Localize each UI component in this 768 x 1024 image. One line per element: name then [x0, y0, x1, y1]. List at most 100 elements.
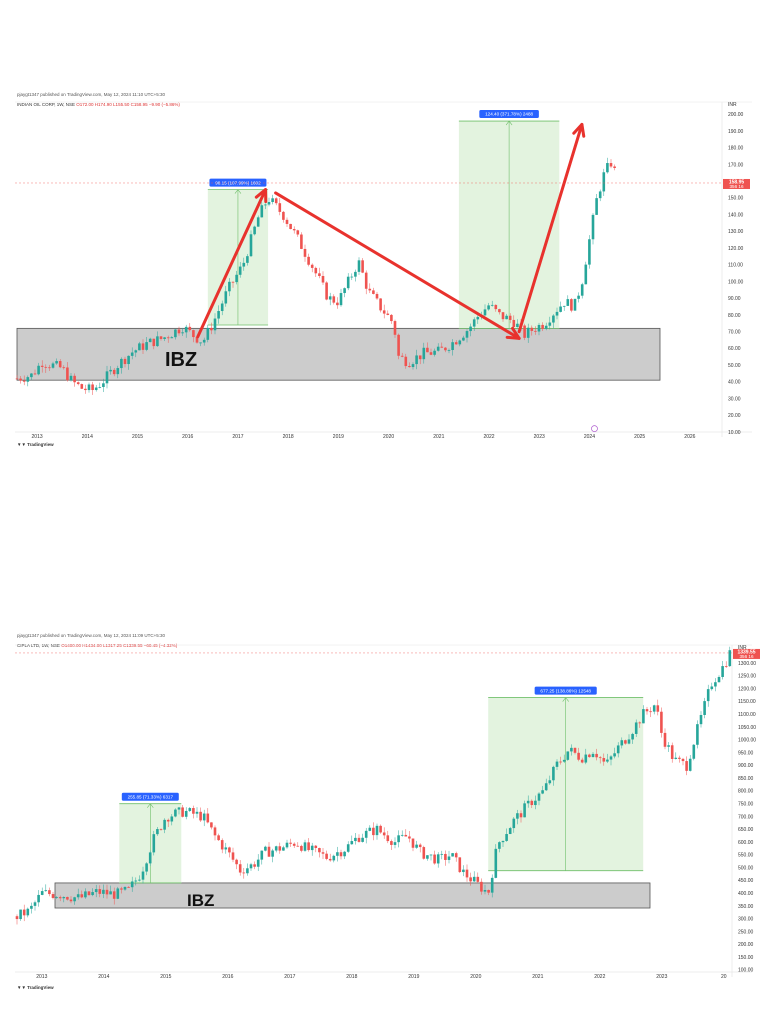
candle	[616, 745, 620, 754]
candle	[631, 733, 634, 740]
candle	[717, 676, 721, 683]
candle	[62, 367, 66, 369]
candle	[354, 271, 357, 277]
candle	[595, 198, 598, 215]
candle	[548, 780, 552, 784]
candle	[368, 827, 372, 831]
candle	[285, 219, 289, 224]
candle	[390, 314, 393, 322]
candle	[476, 876, 480, 882]
candle	[84, 891, 87, 898]
price-chart[interactable]: IBZ 98.15 (107.99%) 1602 124.40 (371.78%) …	[15, 92, 752, 452]
candle	[390, 841, 393, 845]
candle	[501, 840, 505, 843]
candle	[152, 338, 156, 347]
candle	[379, 298, 382, 311]
candle	[181, 807, 184, 817]
candle	[321, 852, 325, 854]
candle	[48, 890, 51, 895]
candle	[98, 889, 102, 894]
candle	[501, 312, 505, 320]
candle	[667, 745, 670, 747]
candle	[325, 853, 328, 859]
candle	[145, 863, 148, 872]
candle	[685, 761, 688, 771]
candle	[267, 846, 271, 857]
candle	[544, 325, 548, 329]
candle	[271, 198, 274, 203]
price-tag	[733, 648, 760, 659]
candle	[436, 346, 440, 351]
candle	[112, 369, 116, 375]
candle	[228, 847, 231, 853]
candle	[357, 260, 361, 272]
x-tick-label: 2021	[433, 434, 444, 440]
candle	[674, 757, 678, 759]
candle	[418, 844, 422, 848]
trend-arrow-head	[505, 326, 521, 340]
candle	[145, 342, 148, 350]
candle	[706, 689, 710, 702]
ibz-zone	[16, 327, 661, 381]
candle	[465, 869, 469, 878]
candle	[570, 747, 573, 752]
x-tick-label: 2022	[483, 434, 494, 440]
candle	[213, 318, 217, 331]
candle	[508, 828, 512, 835]
candle	[127, 355, 130, 365]
candle	[332, 296, 336, 303]
candle	[566, 751, 570, 760]
candle	[166, 337, 170, 339]
candle	[472, 876, 476, 882]
candle	[703, 701, 706, 715]
x-tick-label: 2015	[132, 434, 143, 440]
candle	[408, 836, 411, 839]
candle	[364, 272, 368, 289]
candle	[220, 840, 224, 850]
candle	[51, 363, 55, 368]
candle	[210, 327, 213, 331]
candle	[310, 264, 314, 268]
y-tick-label: 250.00	[738, 929, 754, 935]
candle	[170, 816, 174, 822]
measure-box-arrowhead	[234, 189, 242, 194]
candle	[346, 844, 350, 852]
candle	[526, 800, 530, 804]
y-tick-label: 450.00	[738, 878, 754, 884]
candle	[350, 841, 354, 845]
candle	[134, 880, 138, 882]
price-chart[interactable]: IBZ 255.85 (71.33%) 6317 677.25 (138.86%) …	[15, 633, 760, 995]
candle	[303, 248, 307, 257]
chart-panel-indian-oil: pjaygt1347 published on TradingView.com,…	[15, 92, 752, 452]
y-tick-label: 950.00	[738, 750, 754, 756]
candle	[660, 711, 663, 733]
candle	[231, 852, 235, 860]
trend-arrow-head	[572, 122, 586, 138]
candle	[458, 340, 462, 345]
x-tick-label: 2024	[584, 434, 595, 440]
candle	[51, 894, 55, 898]
candle	[15, 916, 19, 920]
y-tick-label: 150.00	[738, 955, 754, 961]
candle	[465, 331, 469, 338]
x-tick-label: 20	[721, 974, 727, 980]
candle	[393, 321, 397, 335]
candle	[426, 855, 429, 859]
symbol-name: INDIAN OIL CORP, 1W, NSE	[17, 102, 76, 107]
y-tick-label: 30.00	[728, 396, 741, 402]
x-tick-label: 2020	[383, 434, 394, 440]
candle	[109, 891, 112, 895]
candle	[282, 847, 285, 851]
candle	[170, 337, 174, 339]
candle	[242, 262, 246, 267]
candle	[217, 835, 220, 841]
candle	[174, 809, 177, 817]
candle	[462, 869, 465, 873]
measure-box-2-label: 124.40 (371.78%) 2488	[485, 112, 533, 117]
y-tick-label: 300.00	[738, 917, 754, 923]
candle	[224, 847, 228, 850]
candle	[415, 844, 418, 848]
candle	[181, 332, 184, 334]
candle	[26, 377, 30, 382]
candle	[537, 324, 541, 332]
